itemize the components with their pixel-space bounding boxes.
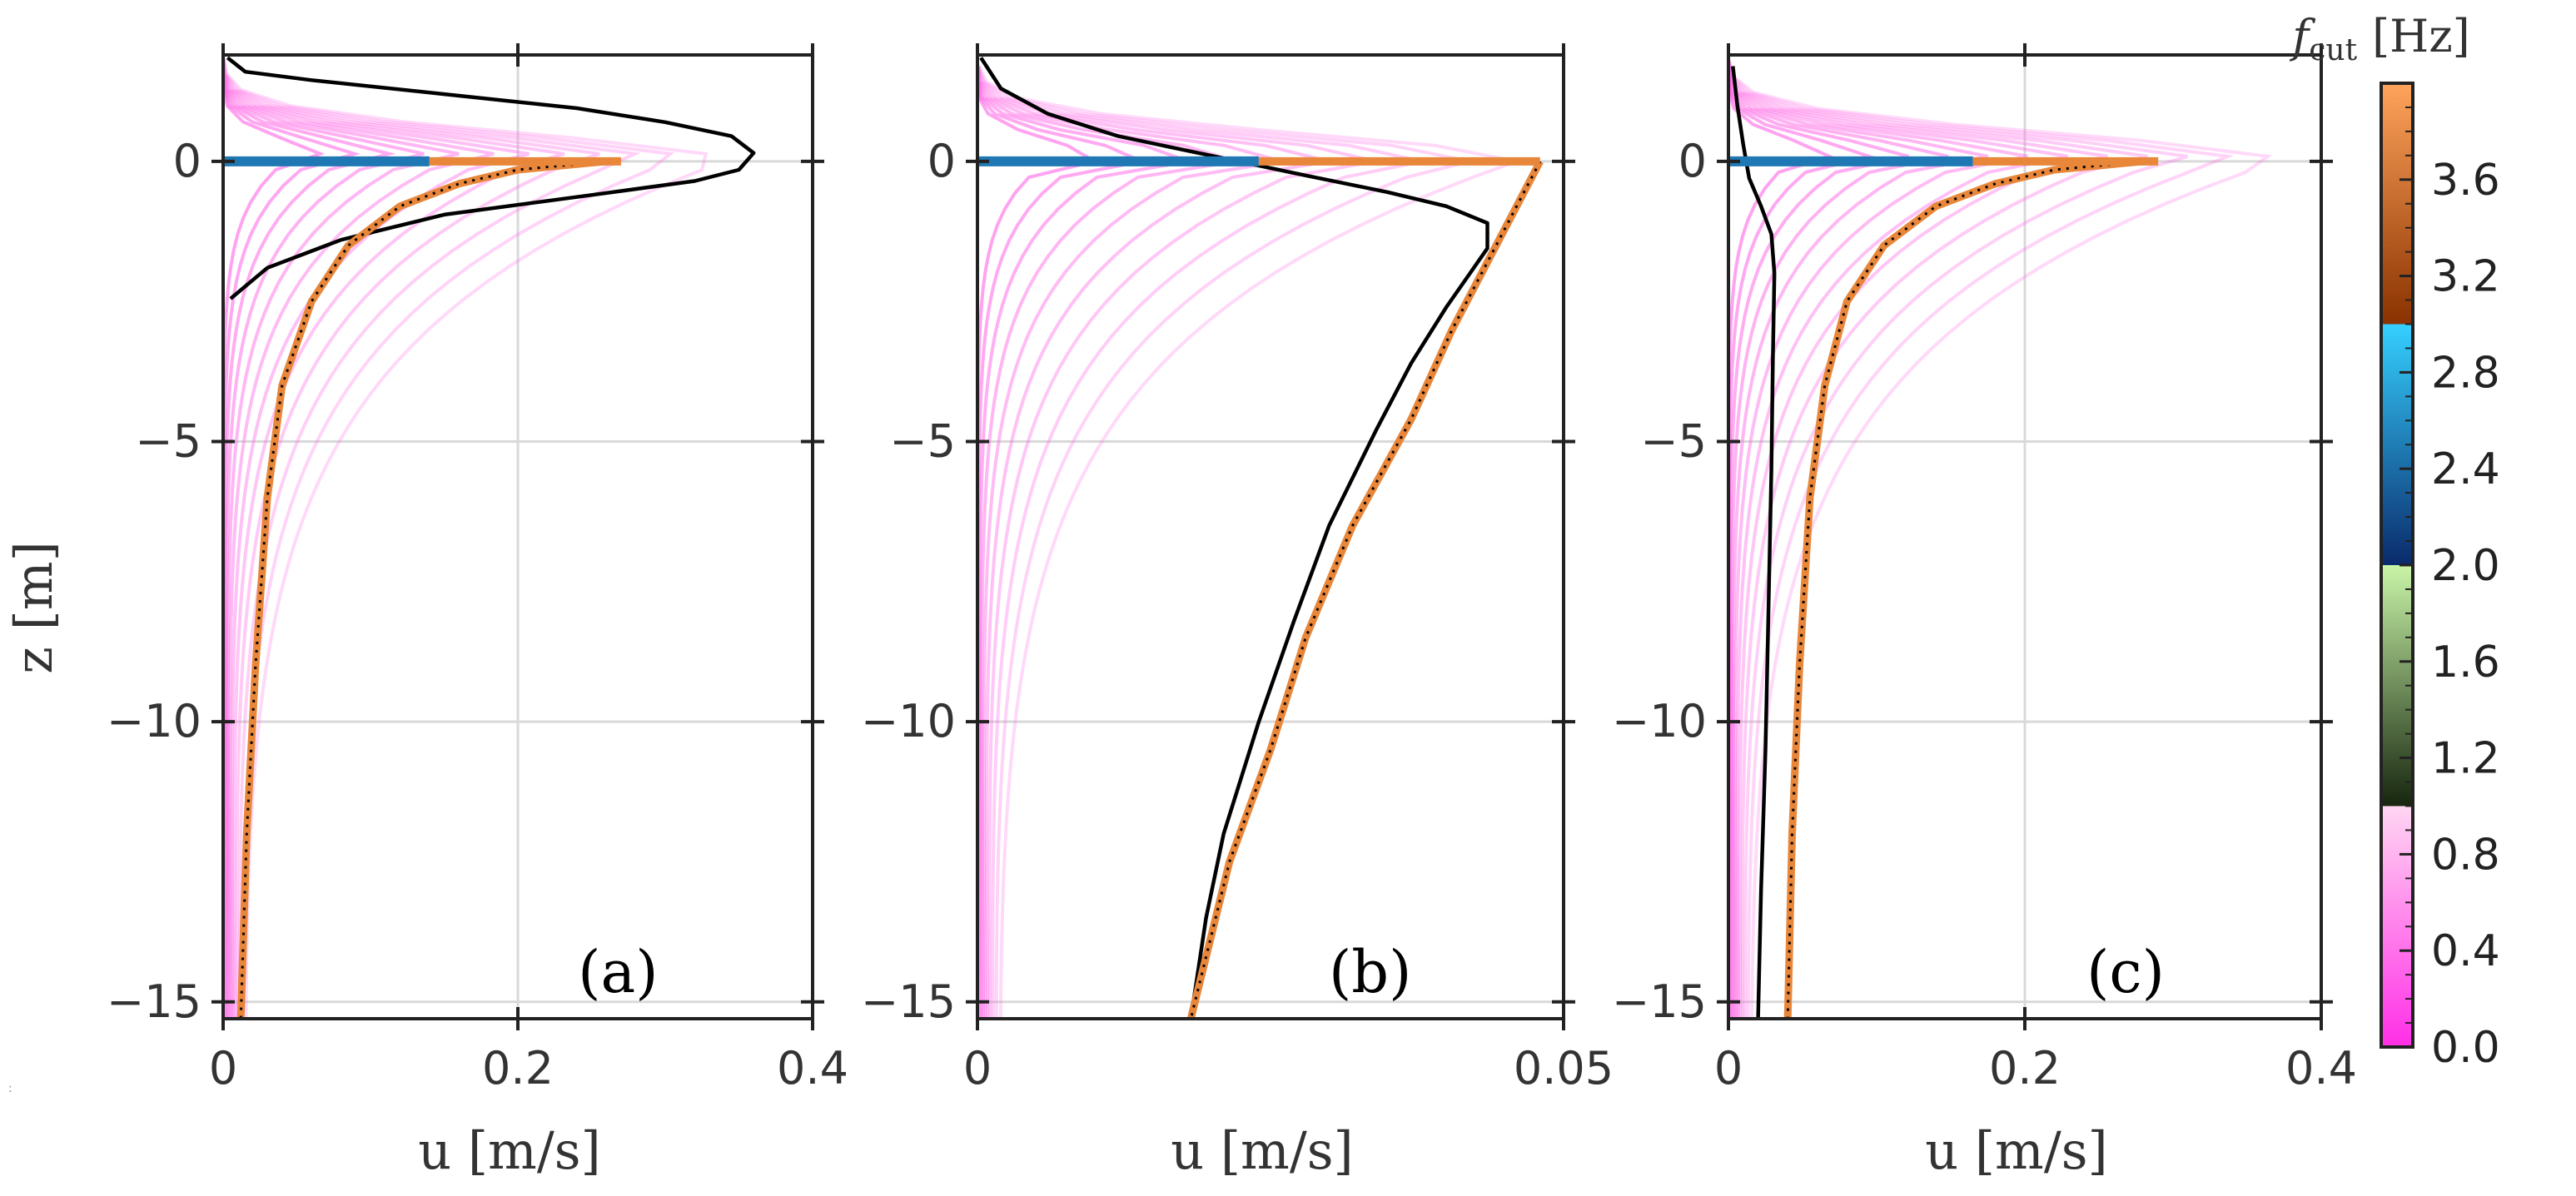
black-curve bbox=[226, 56, 756, 300]
x-axis-label: u [m/s] bbox=[1171, 1120, 1354, 1181]
pink-curve bbox=[977, 66, 1100, 1019]
colorbar-ticks: 0.0 0.4 0.8 1.2 1.6 2.0 2.4 2.8 3.2 3.6 bbox=[2399, 82, 2500, 1073]
x-tick-label: 0 bbox=[963, 1042, 992, 1094]
pink-curve bbox=[977, 65, 1524, 1019]
colorbar-tick-label: 1.2 bbox=[2431, 734, 2500, 784]
pink-curve bbox=[1728, 60, 2028, 1019]
pink-curve bbox=[223, 57, 709, 1019]
pink-curve bbox=[223, 57, 495, 1019]
y-tick-label: −5 bbox=[889, 415, 956, 468]
pink-curve bbox=[1728, 60, 2068, 1019]
x-tick-label: 0.4 bbox=[2285, 1042, 2357, 1094]
colorbar-tick-label: 0.0 bbox=[2431, 1023, 2500, 1073]
colorbar-title: fcut [Hz] bbox=[2289, 10, 2470, 67]
pink-curve bbox=[977, 65, 1470, 1019]
x-tick-label: 0 bbox=[209, 1042, 237, 1094]
orange-curve bbox=[1783, 157, 2144, 1019]
panel-label: (b) bbox=[1329, 938, 1411, 1006]
y-tick-label: 0 bbox=[1678, 135, 1707, 187]
pink-curves bbox=[977, 65, 1524, 1019]
plot-area bbox=[1728, 60, 2273, 1019]
pink-curve bbox=[223, 57, 641, 1019]
y-axis-label-text: z [m] bbox=[3, 541, 64, 674]
y-tick-label: −10 bbox=[107, 695, 201, 747]
pink-curve bbox=[1728, 60, 1834, 1019]
colorbar-tick-label: 3.2 bbox=[2431, 252, 2500, 302]
pink-curve bbox=[977, 66, 1196, 1019]
y-tick-label: −5 bbox=[135, 415, 201, 468]
y-tick-label: −15 bbox=[861, 975, 956, 1028]
colorbar-tick-label: 0.4 bbox=[2431, 926, 2500, 976]
pink-curve bbox=[223, 57, 326, 1019]
colorbar-title-subscript: cut bbox=[2309, 33, 2357, 67]
y-tick-label: 0 bbox=[927, 135, 956, 187]
colorbar-tick-label: 2.8 bbox=[2431, 348, 2500, 398]
orange-curve-dots bbox=[1189, 161, 1542, 1019]
pink-curve bbox=[1728, 60, 1949, 1019]
x-tick-label: 0.2 bbox=[482, 1042, 554, 1094]
pink-curve bbox=[977, 65, 1424, 1019]
pink-curve bbox=[223, 57, 600, 1019]
pink-curve bbox=[223, 57, 425, 1019]
black-curve bbox=[979, 57, 1489, 1019]
y-tick-label: −10 bbox=[861, 695, 956, 747]
panels: 0 0.2 0.4 0 −5 −10 −15 u [m/s] (a) 0 0.05 0 −5 −10 −15… bbox=[107, 43, 2357, 1181]
pink-curve bbox=[223, 57, 460, 1019]
pink-curve bbox=[1728, 60, 2148, 1019]
orange-curve bbox=[236, 157, 607, 1019]
pink-curve bbox=[1728, 60, 2235, 1019]
panel-label: (c) bbox=[2086, 938, 2165, 1006]
y-axis-label: z [m] bbox=[3, 541, 64, 674]
colorbar-tick-label: 1.6 bbox=[2431, 638, 2500, 687]
colorbar-tick-label: 3.6 bbox=[2431, 156, 2500, 206]
x-tick-label: 0 bbox=[1714, 1042, 1743, 1094]
pink-curve bbox=[977, 66, 1283, 1019]
pink-curve bbox=[977, 66, 1236, 1019]
pink-curve bbox=[223, 57, 565, 1019]
panel-label: (a) bbox=[578, 938, 658, 1006]
y-tick-label: 0 bbox=[173, 135, 201, 187]
stray-mark: : bbox=[8, 1082, 12, 1095]
colorbar-tick-label: 2.0 bbox=[2431, 541, 2500, 591]
x-axis-label: u [m/s] bbox=[418, 1120, 601, 1181]
pink-curve bbox=[1728, 60, 1989, 1019]
pink-curve bbox=[1728, 60, 2189, 1019]
plot-area bbox=[977, 57, 1544, 1019]
y-tick-label: −15 bbox=[1612, 975, 1707, 1028]
colorbar-tick-label: 0.8 bbox=[2431, 830, 2500, 880]
colorbar: 0.00.40.81.21.62.02.42.83.23.6 fcut [Hz] bbox=[2289, 10, 2499, 1073]
x-axis-label: u [m/s] bbox=[1925, 1120, 2108, 1181]
y-tick-label: −15 bbox=[107, 975, 201, 1028]
x-tick-label: 0.2 bbox=[1989, 1042, 2061, 1094]
x-tick-label: 0.05 bbox=[1514, 1042, 1614, 1094]
pink-curve bbox=[977, 66, 1330, 1019]
panel-2: 0 0.05 0 −5 −10 −15 u [m/s] (b) bbox=[861, 43, 1614, 1181]
plot-area bbox=[223, 56, 756, 1019]
panel-3: 0 0.2 0.4 0 −5 −10 −15 u [m/s] (c) bbox=[1612, 43, 2357, 1181]
y-tick-label: −5 bbox=[1640, 415, 1707, 468]
pink-curve bbox=[977, 66, 1377, 1019]
y-tick-label: −10 bbox=[1612, 695, 1707, 747]
black-curve bbox=[1731, 66, 1777, 1019]
panel-frame bbox=[976, 53, 1565, 1020]
x-tick-label: 0.4 bbox=[777, 1042, 848, 1094]
orange-curve bbox=[1186, 159, 1544, 1019]
panel-1: 0 0.2 0.4 0 −5 −10 −15 u [m/s] (a) bbox=[107, 43, 848, 1181]
pink-curves bbox=[223, 57, 709, 1019]
colorbar-tick-label: 2.4 bbox=[2431, 444, 2500, 494]
pink-curve bbox=[1728, 60, 2108, 1019]
colorbar-title-unit: [Hz] bbox=[2372, 10, 2470, 62]
